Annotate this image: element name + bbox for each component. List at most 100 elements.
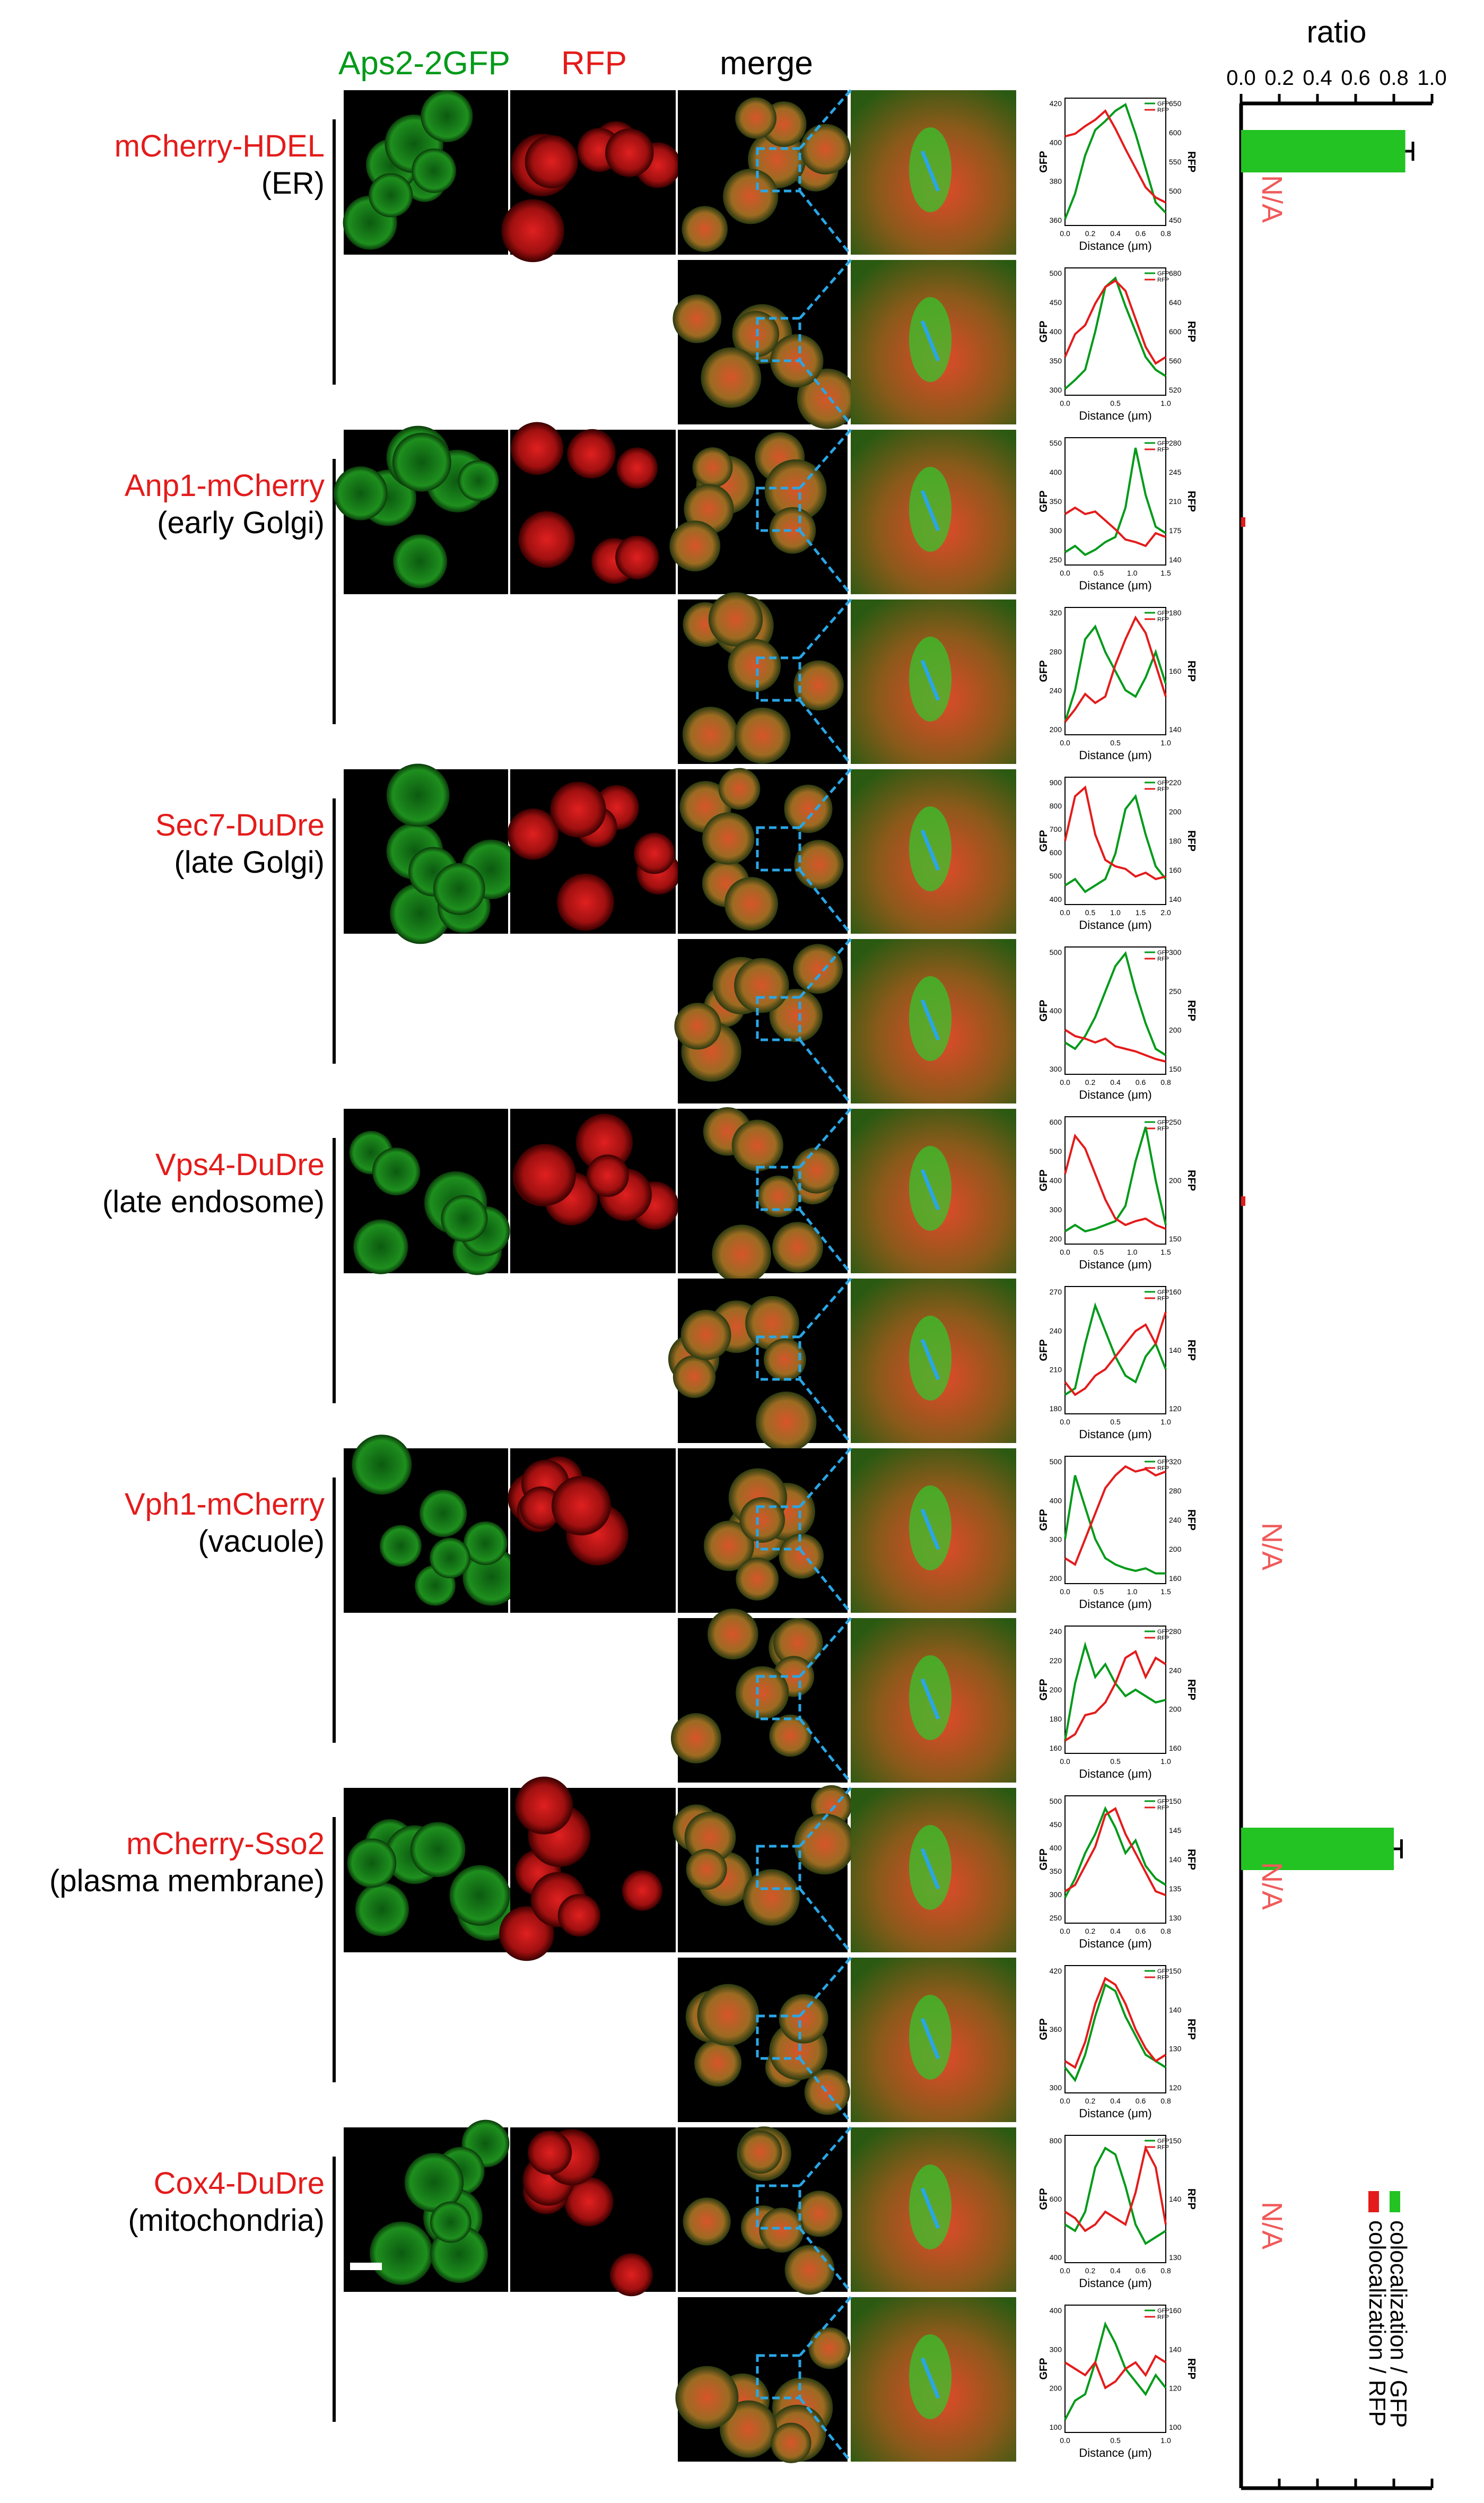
bar-gfp: [1241, 130, 1406, 172]
plot-rtick: 600: [1169, 128, 1182, 137]
chart-xtick: 1.0: [1417, 66, 1447, 90]
plot-series-gfp: [1064, 794, 1167, 893]
plot-ytick: 450: [1050, 1820, 1062, 1829]
plot-ytick: 400: [1050, 327, 1062, 336]
plot-series-rfp: [1064, 1650, 1167, 1742]
plot-rtick: 140: [1169, 1346, 1182, 1354]
gfp-panel-cell: [347, 1838, 397, 1888]
plot-legend-rfp: RFP: [1157, 1975, 1169, 1981]
plot-legend-gfp: GFP: [1157, 1968, 1169, 1975]
plot-rtick: 210: [1169, 497, 1182, 506]
plot-frame: [1064, 1626, 1166, 1754]
plot-ytick: 160: [1050, 1744, 1062, 1752]
plot-ytick: 300: [1050, 1065, 1062, 1073]
gfp-panel-cell: [333, 466, 388, 520]
merge-panel-cell: [683, 2197, 731, 2246]
merge-panel-cell: [804, 2069, 850, 2115]
legend-label-gfp: colocalization / GFP: [1385, 2220, 1411, 2428]
plot-ytick: 240: [1050, 686, 1062, 695]
plot-series-gfp: [1064, 1302, 1167, 1396]
plot-ytick: 700: [1050, 825, 1062, 833]
group-compartment-label: (plasma membrane): [49, 1864, 325, 1898]
group-compartment-label: (mitochondria): [128, 2203, 325, 2238]
plot-ytick: 600: [1050, 2195, 1062, 2203]
plot-ytick: 350: [1050, 1867, 1062, 1875]
merge-panel-cell: [670, 1713, 721, 1763]
plot-xtick: 1.5: [1160, 1587, 1171, 1596]
plot-ylabel-gfp: GFP: [1038, 1169, 1050, 1191]
plot-series-rfp: [1064, 1311, 1167, 1396]
zoom-connector: [799, 1277, 852, 1338]
zoom-connector: [799, 1617, 852, 1678]
plot-ytick: 800: [1050, 802, 1062, 810]
plot-ytick: 280: [1050, 647, 1062, 656]
merge-panel-cell: [743, 1869, 800, 1926]
plot-xtick: 0.5: [1085, 908, 1096, 917]
plot-rtick: 160: [1169, 866, 1182, 874]
scan-line: [920, 2018, 940, 2059]
plot-ytick: 200: [1050, 1574, 1062, 1583]
plot-xtick: 0.0: [1060, 399, 1070, 407]
scan-line: [920, 1508, 940, 1550]
plot-rtick: 150: [1169, 1797, 1182, 1805]
plot-legend-rfp: RFP: [1157, 616, 1169, 623]
plot-xtick: 0.6: [1136, 2097, 1146, 2105]
plot-rtick: 200: [1169, 1545, 1182, 1553]
merge-inset-box: [756, 2014, 801, 2060]
plot-series-gfp: [1064, 2321, 1167, 2420]
rfp-panel-cell: [501, 199, 564, 263]
rfp-panel-cell: [586, 1154, 629, 1197]
plot-ytick: 210: [1050, 1366, 1062, 1374]
plot-series-rfp: [1064, 109, 1166, 204]
plot-ytick: 100: [1050, 2423, 1062, 2431]
plot-ytick: 500: [1050, 1457, 1062, 1466]
merge-panel-cell: [739, 1497, 785, 1543]
plot-xtick: 0.0: [1060, 2436, 1070, 2445]
plot-legend-gfp: GFP: [1157, 1289, 1169, 1296]
gfp-panel-cell: [430, 2201, 472, 2243]
plot-ylabel-gfp: GFP: [1038, 1000, 1050, 1021]
plot-series-rfp: [1064, 2354, 1167, 2389]
gfp-panel-cell: [449, 1865, 510, 1926]
plot-rtick: 240: [1169, 1516, 1182, 1524]
plot-ytick: 360: [1050, 216, 1062, 224]
merge-panel-cell: [697, 1984, 760, 2046]
legend-swatch-gfp: [1390, 2191, 1400, 2212]
plot-xlabel: Distance (μm): [1079, 579, 1151, 592]
zoom-connector: [799, 1447, 852, 1508]
plot-xtick: 1.0: [1127, 1587, 1138, 1596]
group-compartment-label: (ER): [261, 166, 325, 201]
merge-panel-cell: [769, 1714, 811, 1757]
plot-rtick: 680: [1169, 269, 1182, 277]
plot-ytick: 180: [1050, 1715, 1062, 1723]
gfp-panel-cell: [441, 1195, 488, 1242]
rfp-panel-cell: [575, 1114, 633, 1171]
plot-series-rfp: [1064, 1029, 1166, 1063]
scan-line: [920, 659, 940, 701]
plot-ylabel-rfp: RFP: [1185, 2358, 1197, 2379]
rfp-panel-cell: [615, 535, 659, 579]
zoom-connector: [799, 2057, 852, 2123]
zoom-connector: [799, 190, 852, 256]
plot-frame: [1064, 437, 1166, 566]
merge-panel-cell: [800, 124, 851, 175]
na-label: N/A: [1256, 1523, 1288, 1570]
plot-rtick: 200: [1169, 1705, 1182, 1714]
plot-legend-rfp: RFP: [1157, 1805, 1169, 1811]
plot-xlabel: Distance (μm): [1079, 2107, 1151, 2120]
plot-ylabel-gfp: GFP: [1038, 1848, 1050, 1870]
zoom-connector: [799, 429, 852, 489]
merge-panel-cell: [680, 1309, 731, 1360]
plot-ytick: 420: [1050, 99, 1062, 108]
scan-line: [920, 150, 940, 192]
plot-legend-gfp: GFP: [1157, 1798, 1169, 1805]
plot-rtick: 450: [1169, 216, 1182, 224]
plot-ytick: 380: [1050, 177, 1062, 186]
zoom-connector: [799, 2126, 852, 2187]
plot-rtick: 140: [1169, 895, 1182, 903]
plot-rtick: 140: [1169, 2345, 1182, 2353]
plot-series-rfp: [1064, 1465, 1166, 1566]
merge-panel-cell: [808, 2327, 851, 2369]
